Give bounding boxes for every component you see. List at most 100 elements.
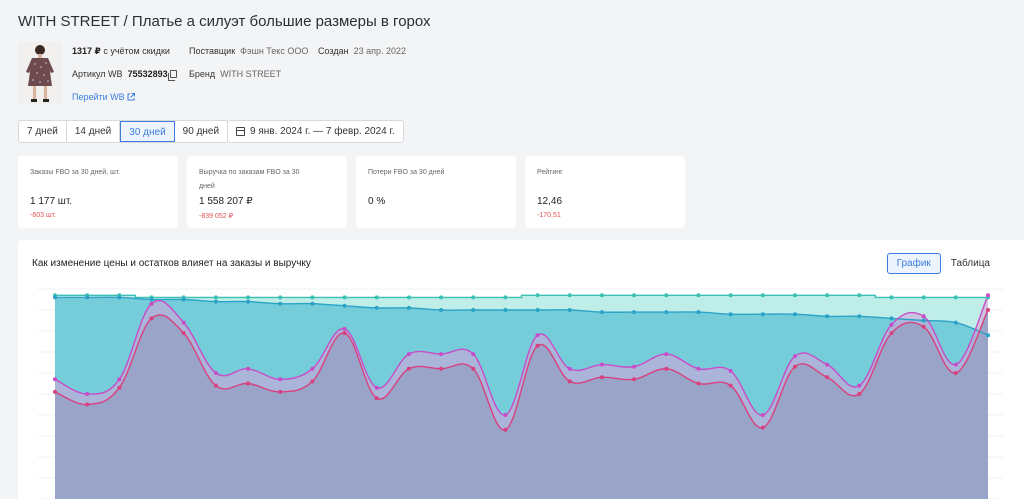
series-3-point	[567, 366, 572, 371]
series-2-point	[53, 295, 57, 300]
view-table-button[interactable]: Таблица	[950, 258, 990, 269]
series-2-point	[406, 305, 411, 310]
orders-card-value: 1 177 шт.	[30, 196, 73, 207]
series-4-point	[889, 331, 894, 336]
series-3-point	[857, 383, 862, 388]
series-2-point	[213, 299, 218, 304]
page-title: WITH STREET / Платье а силуэт большие ра…	[18, 13, 431, 30]
series-4-point	[728, 383, 733, 388]
orders-card: Заказы FBO за 30 дней, шт. 1 177 шт. -60…	[18, 156, 178, 228]
series-2-point	[310, 301, 315, 306]
series-2-point	[149, 297, 154, 302]
chart-svg	[38, 288, 1003, 499]
period-30-days[interactable]: 30 дней	[120, 121, 175, 142]
series-3-point	[342, 326, 347, 331]
series-4-point	[213, 383, 218, 388]
period-90-days[interactable]: 90 дней	[182, 126, 220, 137]
series-2-line	[54, 296, 989, 336]
view-chart-button[interactable]: График	[886, 253, 941, 274]
series-2-point	[181, 297, 186, 302]
product-thumbnail[interactable]	[18, 42, 62, 104]
series-4-point	[696, 381, 701, 386]
series-3-point	[246, 366, 251, 371]
series-4-point	[921, 324, 926, 329]
series-4-point	[857, 392, 862, 396]
supplier-label: Поставщик	[189, 46, 236, 56]
series-3-point	[728, 368, 733, 373]
revenue-card-delta: -839 052 ₽	[199, 213, 234, 220]
series-1-point	[728, 293, 733, 298]
series-4-point	[632, 377, 637, 382]
series-4-point	[825, 375, 830, 380]
series-2-point	[857, 314, 862, 319]
series-1-point	[278, 295, 283, 300]
article-value: 75532893	[127, 69, 168, 79]
series-2-point	[535, 308, 540, 312]
series-1-point	[406, 295, 411, 300]
series-3-point	[889, 322, 894, 327]
series-1-point	[567, 293, 572, 298]
series-1-point	[696, 293, 701, 298]
orders-card-label: Заказы FBO за 30 дней, шт.	[30, 169, 121, 176]
series-4-point	[149, 316, 154, 321]
series-1-point	[342, 295, 347, 300]
series-2-point	[246, 299, 251, 304]
title-product: Платье а силуэт большие размеры в горох	[131, 13, 431, 30]
dress-image	[18, 42, 62, 104]
series-1-point	[439, 295, 444, 300]
series-4-point	[53, 389, 57, 394]
series-2-point	[503, 308, 508, 312]
series-1-point	[503, 295, 508, 300]
series-2-point	[117, 295, 122, 300]
series-1-point	[535, 293, 540, 298]
rating-card-value: 12,46	[537, 196, 563, 207]
series-2-point	[567, 308, 572, 312]
article-info: Артикул WB 75532893	[72, 69, 177, 81]
series-3-point	[149, 301, 154, 306]
series-3-point	[471, 352, 476, 357]
series-2-point	[664, 310, 669, 315]
period-7-days[interactable]: 7 дней	[19, 121, 67, 142]
copy-icon[interactable]	[167, 70, 177, 81]
series-2-point	[632, 310, 637, 315]
series-3-point	[310, 366, 315, 371]
series-1-point	[760, 293, 765, 298]
series-3-point	[664, 352, 669, 357]
series-1-point	[632, 293, 637, 298]
series-4-point	[310, 379, 315, 384]
series-2-point	[278, 301, 283, 306]
series-3-point	[85, 392, 90, 396]
open-wb-label: Перейти WB	[72, 92, 125, 102]
series-3-point	[53, 377, 57, 382]
series-2-point	[471, 308, 476, 312]
series-2-point	[792, 312, 797, 317]
supplier-info: Поставщик Фэшн Текс ООО	[189, 46, 308, 56]
series-1-point	[471, 295, 476, 300]
series-1-point	[664, 293, 669, 298]
series-3-point	[632, 364, 637, 369]
series-3-point	[599, 362, 604, 367]
brand-label: Бренд	[189, 69, 216, 79]
period-14-days[interactable]: 14 дней	[67, 121, 121, 142]
series-3-point	[921, 314, 926, 319]
created-label: Создан	[318, 46, 349, 56]
series-4-point	[471, 366, 476, 371]
series-4-point	[406, 366, 411, 371]
series-4-point	[535, 343, 540, 348]
date-range-picker[interactable]: 9 янв. 2024 г. — 7 февр. 2024 г.	[227, 120, 404, 143]
revenue-card-value: 1 558 207 ₽	[199, 196, 253, 207]
supplier-value: Фэшн Текс ООО	[240, 46, 309, 56]
losses-card: Потери FBO за 30 дней 0 %	[356, 156, 516, 228]
series-3-point	[117, 377, 122, 382]
created-info: Создан 23 апр. 2022	[318, 46, 406, 56]
series-1-point	[310, 295, 315, 300]
series-3-point	[986, 293, 990, 298]
rating-card-delta: -170,51	[537, 212, 561, 219]
date-range-value: 9 янв. 2024 г. — 7 февр. 2024 г.	[250, 126, 395, 137]
series-2-point	[986, 333, 990, 338]
series-2-point	[374, 305, 379, 310]
series-1-line	[55, 294, 988, 299]
series-1-point	[857, 293, 862, 298]
series-4-point	[181, 331, 186, 336]
open-wb-link[interactable]: Перейти WB	[72, 92, 135, 102]
